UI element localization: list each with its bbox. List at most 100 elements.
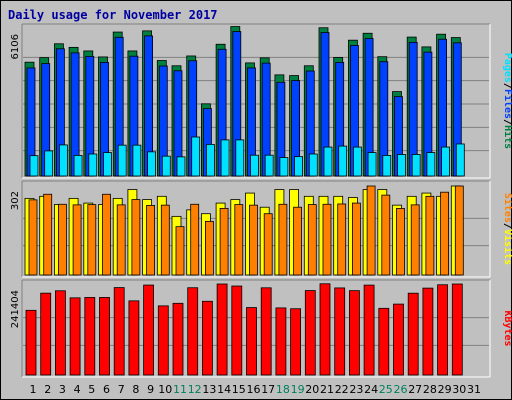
kbytes-bar	[275, 307, 287, 376]
sites-bar	[425, 195, 435, 276]
sites-bar	[293, 206, 303, 276]
pages-bar	[235, 139, 245, 177]
pages-bar	[191, 136, 201, 177]
sites-bar	[219, 207, 229, 276]
day-label: 7	[118, 383, 125, 396]
pages-bar	[397, 154, 406, 177]
day-label: 6	[103, 383, 110, 396]
sites-bar	[146, 205, 156, 276]
pages-bar	[176, 156, 186, 177]
pages-bar	[132, 144, 142, 177]
kbytes-bar	[437, 284, 449, 376]
sites-bar	[410, 204, 420, 276]
kbytes-bar	[422, 287, 434, 376]
day-label: 17	[261, 383, 275, 396]
hits-legend-part: Files	[502, 89, 512, 119]
sites-bar	[28, 199, 38, 276]
kbytes-bar	[451, 283, 463, 376]
sites-bar	[131, 199, 141, 276]
kbytes-bar	[157, 305, 169, 376]
kbytes-legend-part: KBytes	[502, 310, 512, 346]
sites-bar	[204, 220, 214, 276]
sites-bar	[351, 202, 361, 276]
pages-bar	[411, 154, 421, 177]
day-label: 15	[232, 383, 246, 396]
day-label: 25	[379, 383, 393, 396]
pages-bar	[44, 150, 54, 177]
pages-bar	[161, 155, 171, 177]
sites-bar	[337, 203, 347, 276]
sites-bar	[440, 191, 450, 276]
kbytes-bar	[290, 308, 302, 376]
hits-ymax-label: 6106	[10, 34, 21, 59]
pages-bar	[294, 156, 304, 177]
visits-legend-part: Sites	[502, 193, 512, 223]
pages-bar	[441, 146, 451, 177]
kbytes-bar	[172, 302, 184, 376]
pages-bar	[455, 143, 465, 177]
pages-bar	[117, 144, 127, 177]
day-label: 9	[147, 383, 154, 396]
hits-legend-part: /	[502, 119, 512, 125]
day-label: 24	[364, 383, 378, 396]
day-label: 8	[132, 383, 139, 396]
sites-bar	[43, 193, 53, 276]
day-label: 14	[217, 383, 231, 396]
sites-bar	[307, 204, 317, 276]
sites-bar	[102, 193, 111, 276]
kbytes-bar	[260, 287, 272, 376]
sites-bar	[381, 194, 391, 276]
kbytes-bar	[378, 307, 390, 376]
sites-bar	[116, 204, 126, 276]
day-label: 26	[394, 383, 408, 396]
day-label: 20	[305, 383, 319, 396]
visits-legend-part: Visits	[502, 229, 512, 265]
sites-bar	[87, 204, 97, 276]
kbytes-bar	[216, 283, 228, 376]
day-label: 18	[276, 383, 290, 396]
visits-ymax-label: 302	[10, 191, 21, 210]
pages-bar	[59, 144, 68, 177]
hits-legend-part: Pages	[502, 53, 512, 83]
day-label: 19	[291, 383, 305, 396]
day-label: 27	[408, 383, 422, 396]
day-label: 31	[467, 383, 481, 396]
kbytes-bar	[319, 283, 331, 376]
day-label: 4	[74, 383, 81, 396]
chart-title: Daily usage for November 2017	[8, 8, 218, 22]
visits-legend-part: /	[502, 223, 512, 229]
pages-bar	[382, 155, 392, 177]
pages-bar	[338, 145, 348, 177]
sites-bar	[396, 207, 405, 276]
kbytes-bar	[69, 297, 81, 376]
kbytes-bar	[231, 285, 243, 376]
kbytes-bar	[128, 300, 140, 376]
pages-bar	[205, 144, 215, 177]
kbytes-bar	[113, 287, 125, 376]
day-label: 12	[188, 383, 202, 396]
hits-legend-part: Hits	[502, 125, 512, 149]
visits-legend: Sites/Visits	[502, 193, 512, 265]
sites-bar	[190, 203, 200, 276]
day-label: 29	[438, 383, 452, 396]
pages-bar	[73, 155, 83, 177]
kbytes-bar	[304, 290, 316, 376]
pages-bar	[29, 155, 39, 177]
pages-bar	[279, 157, 289, 177]
pages-bar	[220, 139, 230, 177]
pages-bar	[352, 146, 362, 177]
day-label: 1	[30, 383, 37, 396]
sites-bar	[249, 204, 258, 276]
sites-bar	[263, 213, 273, 276]
sites-bar	[234, 204, 244, 276]
pages-bar	[264, 154, 274, 177]
pages-bar	[103, 152, 112, 177]
kbytes-legend: KBytes	[502, 310, 512, 346]
sites-bar	[366, 185, 376, 276]
pages-bar	[323, 146, 333, 177]
kbytes-bar	[187, 287, 199, 376]
pages-bar	[426, 152, 436, 177]
pages-bar	[308, 153, 318, 177]
sites-bar	[454, 185, 464, 276]
day-label: 21	[320, 383, 334, 396]
